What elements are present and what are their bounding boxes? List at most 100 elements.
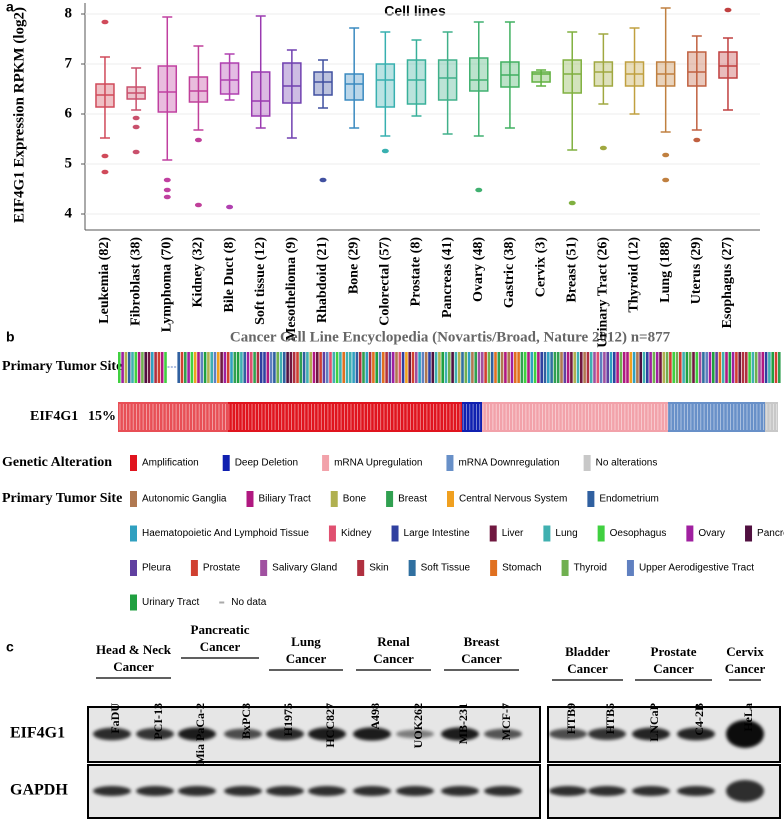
site-cell [774, 352, 778, 383]
box [375, 63, 396, 108]
site-cell [758, 352, 761, 383]
y-tick-label: 4 [65, 205, 73, 221]
blot-row-label: GAPDH [10, 782, 68, 799]
site-cell [702, 352, 705, 383]
group-label: Lung [291, 634, 321, 649]
site-cell [725, 352, 728, 383]
group-label: Head & Neck [96, 642, 172, 657]
site-cell [302, 352, 306, 383]
legend-label: No alterations [596, 458, 658, 469]
legend-label: Autonomic Ganglia [142, 494, 227, 505]
site-cell [497, 352, 501, 383]
site-cell [418, 352, 421, 383]
legend-label: Biliary Tract [259, 494, 311, 505]
legend-swatch [357, 560, 365, 576]
outlier [662, 152, 670, 158]
site-cell [586, 352, 590, 383]
site-cell [523, 352, 527, 383]
site-cell [444, 352, 448, 383]
site-cell [388, 352, 392, 383]
site-cell [735, 352, 738, 383]
site-cell [382, 352, 385, 383]
site-cell [454, 352, 458, 383]
site-cell [448, 352, 451, 383]
legend-swatch [626, 560, 634, 576]
site-cell [385, 352, 388, 383]
legend-label: mRNA Downregulation [458, 458, 559, 469]
legend-label: Ovary [698, 528, 725, 539]
legend-swatch [130, 594, 137, 611]
legend-swatch [330, 491, 338, 507]
site-cell [193, 352, 197, 383]
site-cell [147, 352, 151, 383]
blot-row-label: EIF4G1 [10, 725, 65, 742]
x-tick-label: Pancreas (41) [440, 237, 455, 318]
box [157, 65, 178, 113]
site-cell [263, 352, 266, 383]
site-cell [748, 352, 751, 383]
site-cell [672, 352, 675, 383]
site-cell [642, 352, 646, 383]
site-cell [778, 352, 781, 383]
site-cell [698, 352, 702, 383]
band [484, 728, 522, 740]
legend-label: Urinary Tract [142, 597, 199, 608]
site-cell [322, 352, 326, 383]
site-cell [355, 352, 359, 383]
legend-swatch [260, 560, 268, 576]
site-cell [236, 352, 240, 383]
legend-swatch [322, 455, 330, 471]
alteration-block [462, 402, 482, 432]
y-tick-label: 6 [65, 105, 73, 121]
band [136, 728, 174, 740]
band [396, 786, 434, 796]
group-label: Pancreatic [191, 622, 250, 637]
alteration-block [765, 402, 778, 432]
site-cell [378, 352, 382, 383]
site-cell [550, 352, 553, 383]
outlier [163, 187, 171, 193]
group-label: Cancer [461, 651, 502, 666]
outlier [724, 7, 732, 13]
site-cell [494, 352, 497, 383]
box [219, 62, 240, 95]
site-cell [500, 352, 504, 383]
group-label: Prostate [651, 644, 697, 659]
site-cell [273, 352, 276, 383]
site-cell [299, 352, 303, 383]
site-cell [537, 352, 540, 383]
site-cell [292, 352, 296, 383]
legend-label: Stomach [502, 563, 541, 574]
legend-swatch [583, 455, 591, 471]
legend-label: Central Nervous System [459, 494, 567, 505]
group-label: Cancer [373, 651, 414, 666]
legend-label: Endometrium [599, 494, 658, 505]
site-cell [527, 352, 530, 383]
site-cell [659, 352, 662, 383]
site-cell [751, 352, 755, 383]
site-cell [708, 352, 712, 383]
track-label: EIF4G1 [30, 409, 78, 424]
x-tick-label: Urinary Tract (26) [596, 237, 611, 348]
site-cell [372, 352, 375, 383]
band [224, 786, 262, 796]
track-label: Primary Tumor Site [2, 359, 122, 374]
site-cell [213, 352, 217, 383]
site-cell [154, 352, 157, 383]
site-cell [157, 352, 161, 383]
outlier [568, 200, 576, 206]
site-cell [731, 352, 735, 383]
site-cell [639, 352, 642, 383]
band [353, 727, 391, 741]
site-cell [240, 352, 243, 383]
site-cell [368, 352, 372, 383]
lane-label: HTB9 [564, 703, 578, 734]
site-cell [715, 352, 718, 383]
site-cell [507, 352, 510, 383]
x-tick-label: Lung (188) [658, 237, 673, 303]
legend-label: Pancreas [757, 528, 784, 539]
site-cell [253, 352, 256, 383]
band [308, 786, 346, 796]
outlier [319, 177, 327, 183]
legend-swatch [447, 491, 454, 507]
